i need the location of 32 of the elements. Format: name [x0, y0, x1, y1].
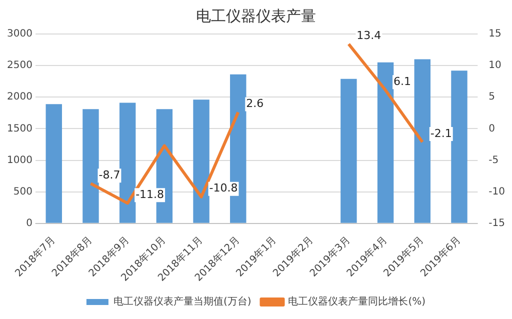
- y-tick-label: 2500: [6, 60, 32, 72]
- bar: [119, 102, 136, 223]
- y-tick-label: 1000: [6, 154, 32, 166]
- data-label: -10.8: [209, 182, 238, 195]
- y-tick-label: 0: [26, 218, 32, 229]
- data-label: -2.1: [430, 126, 452, 140]
- legend-label: 电工仪器仪表产量当期值(万台): [113, 296, 252, 308]
- y2-tick-label: -5: [488, 154, 499, 166]
- bar: [451, 70, 468, 223]
- y-tick-label: 1500: [6, 123, 32, 134]
- data-label: -11.8: [136, 188, 164, 202]
- bar: [414, 59, 430, 223]
- bar: [82, 109, 99, 223]
- legend-label: 电工仪器仪表产量同比增长(%): [288, 296, 426, 308]
- y-tick-label: 2000: [6, 92, 32, 103]
- y-tick-label: 500: [13, 186, 32, 198]
- chart-title: 电工仪器仪表产量: [196, 6, 316, 25]
- data-label: 2.6: [246, 97, 264, 110]
- bar: [340, 78, 357, 223]
- y2-tick-label: 10: [488, 60, 502, 72]
- data-label: 13.4: [356, 28, 382, 42]
- data-label: 6.1: [394, 75, 412, 88]
- y2-tick-label: -10: [488, 186, 506, 198]
- data-label: -8.7: [98, 168, 120, 182]
- y2-tick-label: 15: [488, 28, 502, 40]
- y-tick-label: 3000: [6, 28, 32, 40]
- bar: [377, 62, 394, 223]
- y2-tick-label: 5: [488, 92, 496, 103]
- bar: [46, 104, 62, 223]
- y2-tick-label: -15: [488, 218, 506, 229]
- bar: [193, 100, 210, 223]
- y2-tick-label: 0: [488, 123, 496, 134]
